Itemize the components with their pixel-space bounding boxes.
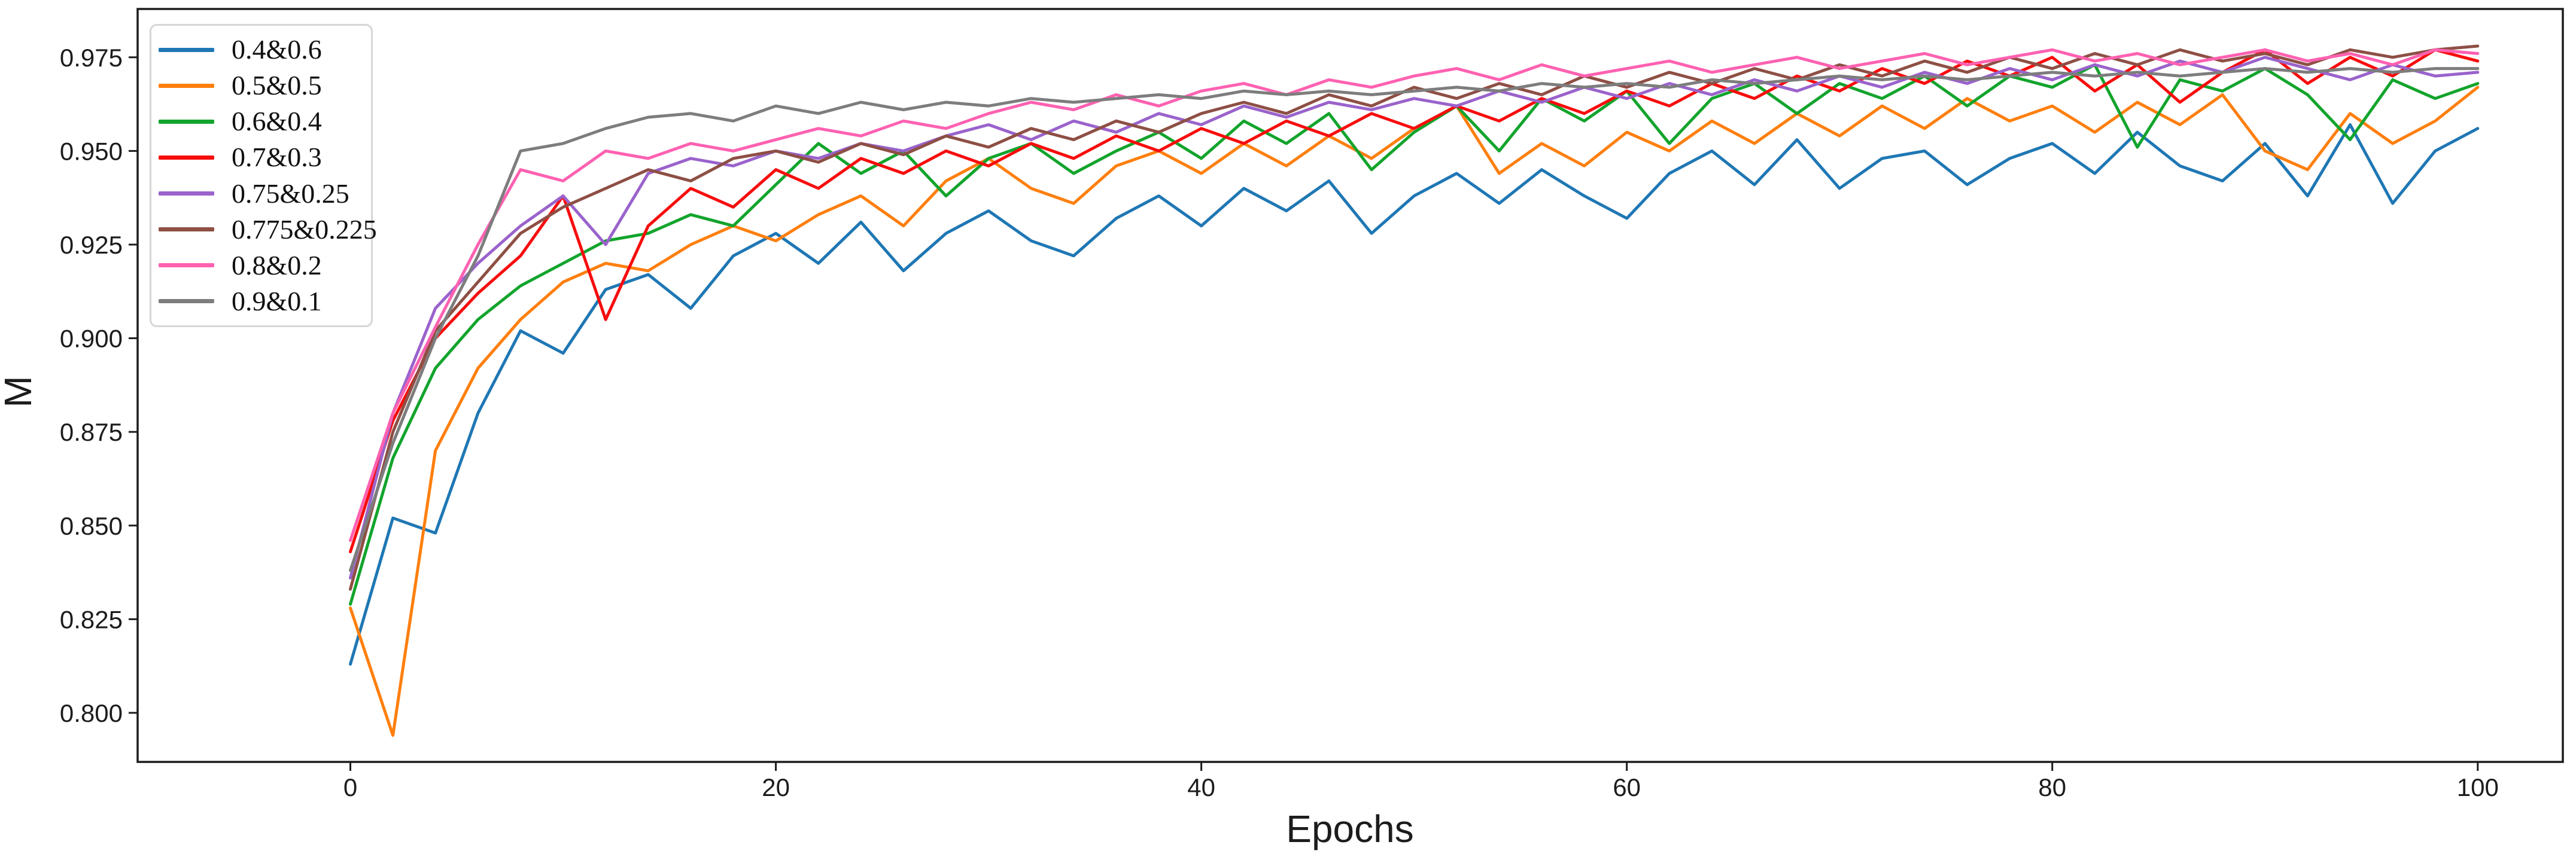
legend-item-label: 0.8&0.2 [232, 249, 322, 280]
x-tick-label: 40 [1187, 773, 1215, 801]
legend-swatch [159, 47, 214, 52]
legend-item: 0.6&0.4 [159, 106, 365, 137]
x-tick-label: 80 [2038, 773, 2066, 801]
y-tick-label: 0.825 [60, 605, 123, 633]
y-tick-label: 0.850 [60, 512, 123, 540]
legend-box: 0.4&0.6 0.5&0.5 0.6&0.4 0.7&0.3 0.75&0.25 0.7… [150, 24, 377, 327]
legend-item: 0.9&0.1 [159, 286, 365, 317]
legend-item-label: 0.7&0.3 [232, 142, 322, 173]
legend-item-label: 0.75&0.25 [232, 178, 349, 209]
series-line-0.8&0.2 [349, 48, 2480, 542]
legend-swatch [159, 191, 214, 196]
legend-swatch [159, 119, 214, 124]
y-tick-label: 0.875 [60, 418, 123, 446]
series-line-0.775&0.225 [349, 44, 2480, 591]
legend-item-label: 0.5&0.5 [232, 70, 322, 101]
y-tick-label: 0.975 [60, 44, 123, 72]
legend-item: 0.4&0.6 [159, 34, 365, 65]
x-axis-label: Epochs [1286, 807, 1413, 850]
legend-item: 0.775&0.225 [159, 214, 377, 245]
legend-item: 0.7&0.3 [159, 142, 365, 173]
plot-border [136, 8, 2564, 763]
legend-item-label: 0.9&0.1 [232, 285, 322, 316]
y-tick-label: 0.800 [60, 699, 123, 727]
legend-swatch [159, 263, 214, 268]
legend-item: 0.8&0.2 [159, 250, 365, 281]
y-axis-label: M [0, 376, 39, 407]
legend-swatch [159, 299, 214, 304]
x-tick-label: 20 [762, 773, 790, 801]
legend-item-label: 0.775&0.225 [232, 214, 377, 245]
series-line-0.6&0.4 [349, 63, 2480, 606]
series-line-0.4&0.6 [349, 123, 2480, 666]
series-line-0.7&0.3 [349, 48, 2480, 554]
series-line-0.75&0.25 [349, 56, 2480, 580]
x-tick-label: 0 [343, 773, 357, 801]
legend-swatch [159, 227, 214, 232]
legend-swatch [159, 83, 214, 88]
legend-swatch [159, 155, 214, 160]
axis-ticks: 0 20 40 60 80 100 0.975 0.950 0.925 0.900 0.875 0.8… [60, 44, 2499, 801]
series-lines [349, 44, 2480, 737]
series-line-0.5&0.5 [349, 86, 2480, 737]
y-tick-label: 0.925 [60, 231, 123, 259]
series-line-0.9&0.1 [349, 67, 2480, 572]
legend-item-label: 0.6&0.4 [232, 106, 322, 137]
legend-item: 0.75&0.25 [159, 178, 365, 209]
y-tick-label: 0.950 [60, 137, 123, 165]
y-tick-label: 0.900 [60, 325, 123, 353]
legend-item: 0.5&0.5 [159, 70, 365, 101]
x-tick-label: 100 [2457, 773, 2499, 801]
legend-item-label: 0.4&0.6 [232, 34, 322, 65]
x-tick-label: 60 [1613, 773, 1641, 801]
